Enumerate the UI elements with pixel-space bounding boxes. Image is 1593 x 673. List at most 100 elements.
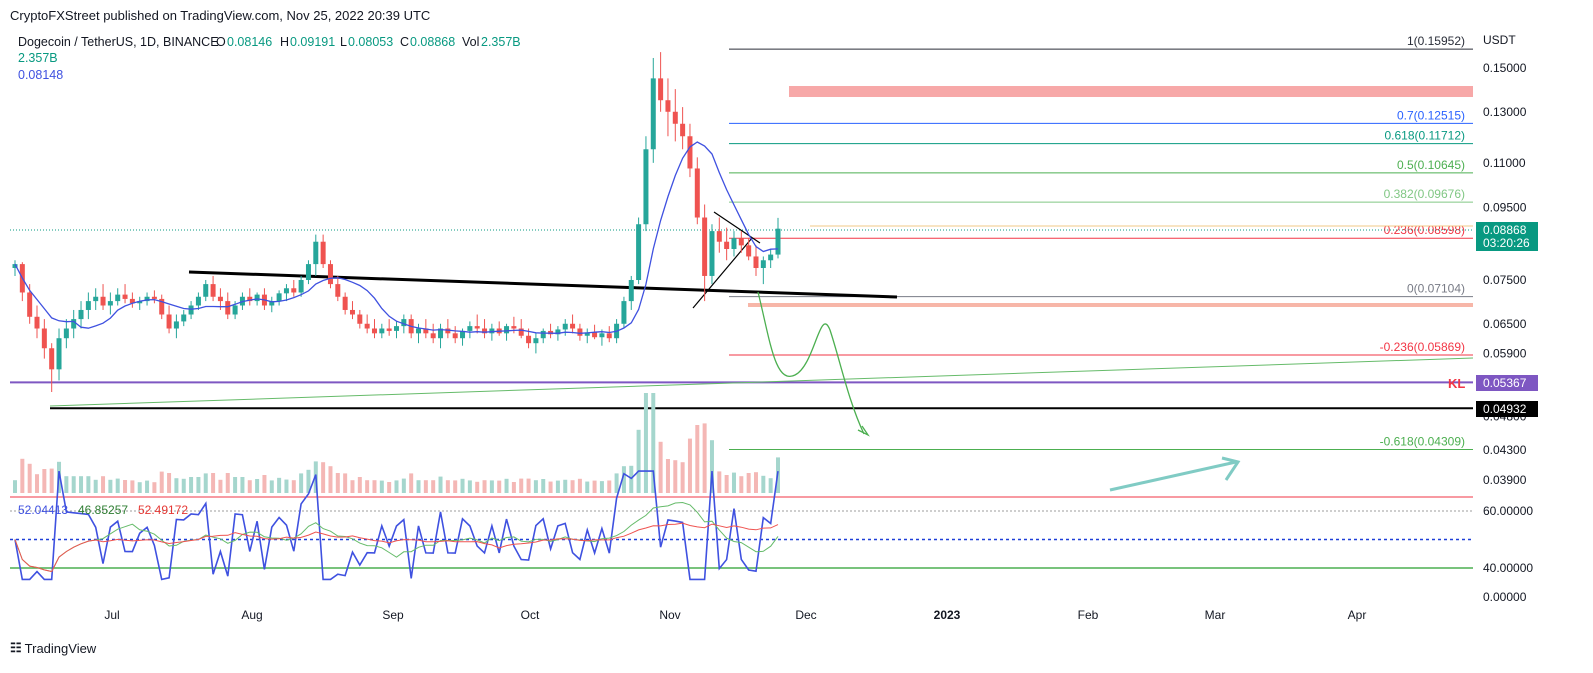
volume-bar [291, 480, 296, 493]
volume-bar [13, 480, 17, 493]
vol-label: Vol [462, 35, 479, 49]
candle-body [423, 328, 429, 334]
candle-body [511, 326, 517, 329]
volume-bar [768, 478, 773, 493]
candle-body [606, 333, 612, 339]
volume-bar [409, 473, 414, 493]
candle-body [430, 333, 436, 339]
candle-body [203, 284, 209, 297]
candle-body [768, 254, 774, 261]
price-tick: 0.07500 [1483, 273, 1527, 287]
volume-bar [328, 466, 333, 493]
kl-price-tag [1476, 375, 1538, 391]
time-tick: Apr [1348, 608, 1367, 622]
price-unit: USDT [1483, 33, 1516, 47]
volume-bar [709, 440, 714, 493]
candle-body [181, 314, 187, 322]
candle-body [349, 309, 355, 315]
volume-bar [42, 469, 47, 493]
volume-bar [299, 473, 304, 493]
open-value: 0.08146 [227, 35, 272, 49]
candle-body [577, 328, 583, 336]
trendline-support [49, 357, 1474, 407]
time-tick: Mar [1205, 608, 1226, 622]
candle-body [115, 294, 121, 302]
volume-bar [379, 480, 384, 493]
price-axis: 0.15000 0.13000 0.11000 0.09500 0.07500 0.065… [1483, 61, 1527, 487]
vol-value: 2.357B [481, 35, 521, 49]
candle-body [232, 305, 238, 315]
tradingview-logo-icon: ☷ [10, 640, 22, 655]
volume-bar [665, 459, 670, 493]
wedge-upper [713, 211, 761, 244]
footer-brand-label: TradingView [24, 640, 97, 656]
volume-bar [526, 478, 531, 493]
candle-body [687, 136, 693, 169]
volume-bar [497, 480, 502, 493]
fib-label: 0.236(0.08598) [1384, 223, 1465, 237]
volume-bar [181, 478, 186, 493]
drawings [10, 86, 1474, 492]
volume-bar [548, 481, 553, 493]
wedge-lower [692, 237, 753, 309]
footer-brand[interactable]: ☷ TradingView [10, 640, 96, 656]
candle-body [195, 296, 201, 306]
candle-body [379, 328, 385, 334]
candle-body [247, 296, 253, 302]
volume-bar [658, 441, 663, 493]
volume-bar [511, 482, 516, 493]
candle-body [694, 168, 700, 218]
volume-bar [49, 468, 54, 493]
volume-bar [108, 479, 113, 493]
price-tick: 0.13000 [1483, 105, 1527, 119]
volume-bar [629, 465, 634, 493]
volume-bar [570, 480, 575, 493]
candle-body [518, 328, 524, 336]
volume-bar [761, 475, 766, 493]
candle-body [584, 332, 590, 336]
volume-bar [159, 471, 164, 493]
volume-bar [746, 473, 751, 493]
candle-body [401, 319, 407, 327]
candle-body [416, 328, 422, 334]
volume-bar [20, 458, 25, 493]
candle-body [533, 338, 539, 344]
candle-body [291, 288, 297, 293]
time-tick: Oct [521, 608, 540, 622]
candle-body [144, 296, 150, 302]
candle-body [592, 332, 598, 338]
candle-body [188, 305, 194, 315]
volume-bar [460, 478, 465, 493]
close-label: C [400, 35, 409, 49]
candle-body [107, 301, 113, 306]
time-tick: Aug [241, 608, 262, 622]
candle-body [467, 326, 473, 331]
time-tick: 2023 [934, 608, 961, 622]
fib-label: 0.618(0.11712) [1384, 129, 1465, 143]
volume-bar [739, 476, 744, 493]
volume-bar [753, 472, 758, 493]
volume-bar [680, 462, 685, 493]
volume-bar [423, 480, 428, 493]
volume-bar [577, 478, 582, 493]
volume-bar [269, 480, 274, 493]
rsi-tick: 60.00000 [1483, 504, 1533, 518]
candle-body [49, 348, 55, 370]
volume-bar [504, 478, 509, 493]
volume-bar [203, 473, 208, 493]
volume-bar [636, 429, 641, 493]
volume-bar [431, 480, 436, 493]
ma-line [14, 141, 779, 334]
price-tick: 0.05900 [1483, 346, 1527, 360]
candle-body [452, 333, 458, 339]
candle-body [129, 298, 135, 304]
candle-body [41, 328, 47, 349]
volume-bar [695, 425, 700, 493]
candle-body [78, 309, 84, 320]
candle-body [504, 326, 510, 334]
price-tick: 0.03900 [1483, 473, 1527, 487]
candle-body [63, 328, 69, 339]
volume-bar [453, 480, 458, 493]
candle-body [27, 292, 33, 317]
